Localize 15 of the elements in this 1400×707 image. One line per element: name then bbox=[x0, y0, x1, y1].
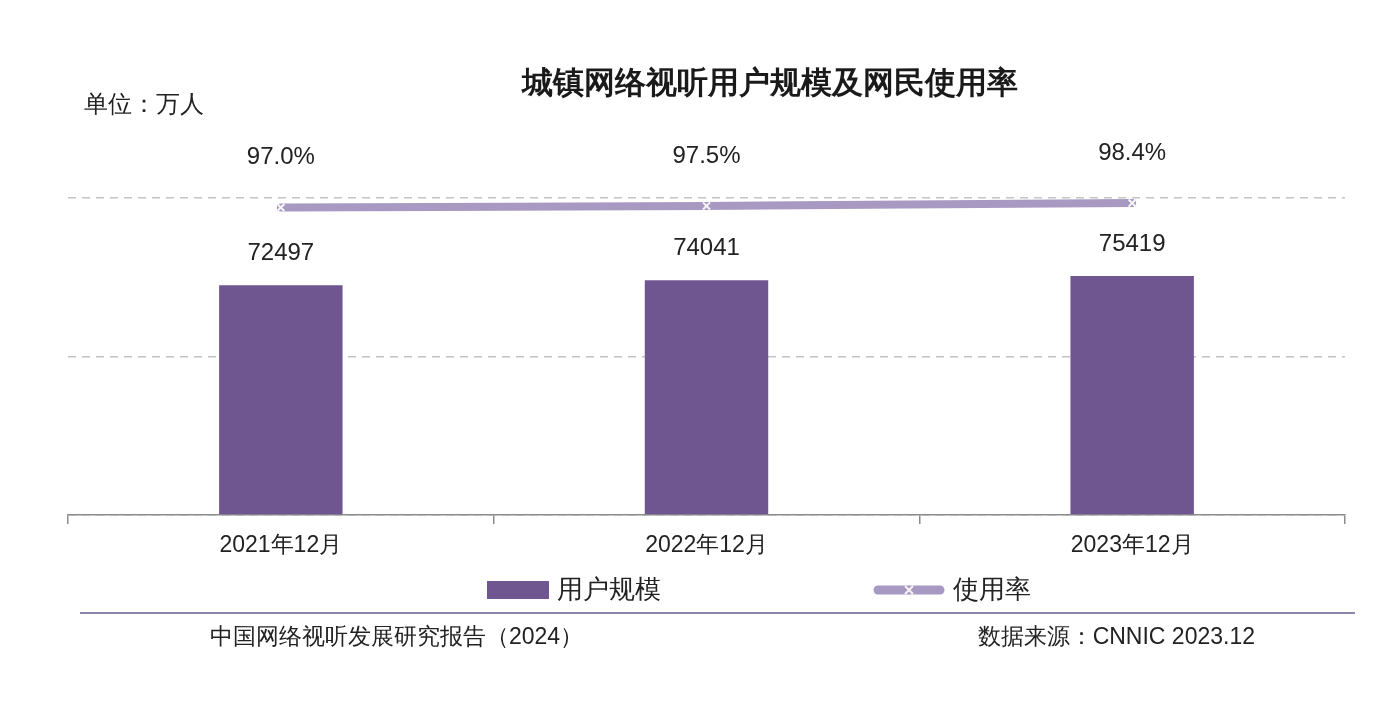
text: 中国网络视听发展研究报告（2024） bbox=[210, 622, 584, 651]
data-label: 74041 bbox=[673, 232, 740, 260]
x-tick-label: 2021年12月 bbox=[219, 531, 343, 558]
x-tick-label: 2022年12月 bbox=[645, 531, 768, 558]
x-tick-label: 2023年12月 bbox=[1070, 531, 1194, 558]
legend-label: 使用率 bbox=[953, 574, 1031, 605]
chart-title: 城镇网络视听用户规模及网民使用率 bbox=[520, 64, 1019, 102]
data-label: 98.4% bbox=[1098, 137, 1167, 165]
y-axis-title: 单位：万人 bbox=[84, 89, 204, 119]
source-note: 数据来源：CNNIC 2023.12 bbox=[977, 622, 1255, 651]
data-label: 97.0% bbox=[246, 142, 315, 170]
data-label: 97.5% bbox=[672, 140, 741, 168]
data-label: 72497 bbox=[247, 237, 315, 265]
legend-label: 用户规模 bbox=[557, 574, 661, 605]
data-label: 75419 bbox=[1098, 228, 1166, 256]
